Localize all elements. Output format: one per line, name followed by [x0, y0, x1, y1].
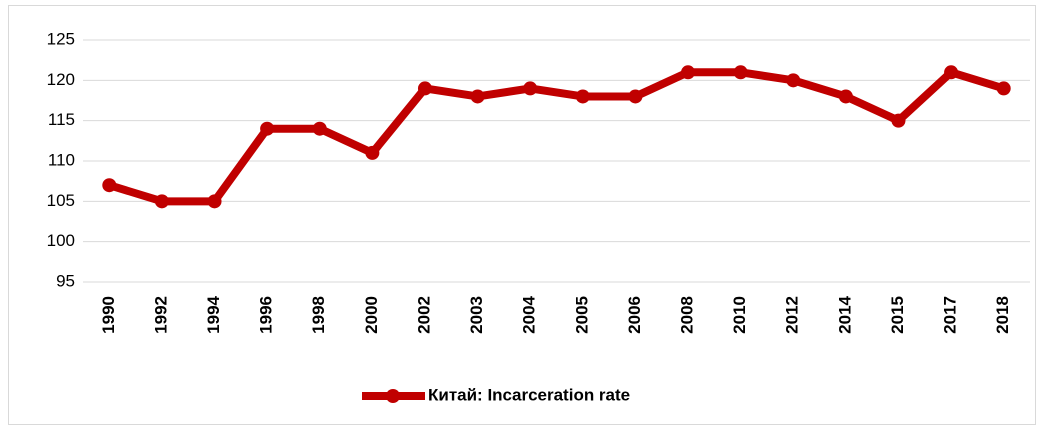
point	[838, 89, 853, 104]
x-tick-label: 1994	[204, 295, 223, 333]
x-tick-label: 2017	[941, 296, 960, 334]
point	[207, 194, 222, 209]
point	[470, 89, 485, 104]
x-tick-label: 2014	[835, 295, 854, 333]
y-tick-label: 125	[47, 29, 75, 48]
y-tick-label: 105	[47, 191, 75, 210]
y-tick-label: 100	[47, 231, 75, 250]
x-tick-label: 2018	[993, 296, 1012, 334]
point	[575, 89, 590, 104]
point	[260, 121, 275, 136]
point	[102, 178, 117, 193]
point	[891, 113, 906, 128]
x-tick-label: 2005	[572, 296, 591, 334]
point	[365, 145, 380, 160]
series-line	[108, 68, 1005, 206]
x-tick-label: 1996	[257, 296, 276, 334]
x-tick-label: 2010	[730, 296, 749, 334]
point	[523, 81, 538, 96]
x-tick-label: 2012	[783, 296, 802, 334]
point	[733, 65, 748, 80]
legend: Китай: Incarceration rate	[362, 385, 630, 404]
point	[996, 81, 1011, 96]
x-tick-label: 1992	[151, 296, 170, 334]
x-tick-label: 2002	[414, 296, 433, 334]
point	[417, 81, 432, 96]
x-tick-label: 1998	[309, 296, 328, 334]
point	[944, 65, 959, 80]
y-tick-label: 120	[47, 70, 75, 89]
point	[681, 65, 696, 80]
x-tick-label: 2015	[888, 296, 907, 334]
point	[312, 121, 327, 136]
x-tick-label: 2000	[362, 296, 381, 334]
point	[154, 194, 169, 209]
x-tick-label: 2003	[467, 296, 486, 334]
x-tick-label: 2006	[625, 296, 644, 334]
y-tick-label: 110	[48, 150, 75, 169]
x-tick-label: 2008	[678, 296, 697, 334]
legend-marker	[386, 389, 400, 403]
x-tick-label: 1990	[99, 296, 118, 334]
point	[628, 89, 643, 104]
y-tick-label: 115	[48, 110, 75, 129]
x-tick-label: 2004	[520, 295, 539, 333]
chart-frame	[8, 5, 1036, 425]
legend-label: Китай: Incarceration rate	[428, 385, 630, 404]
point	[786, 73, 801, 88]
y-tick-label: 95	[56, 271, 75, 290]
